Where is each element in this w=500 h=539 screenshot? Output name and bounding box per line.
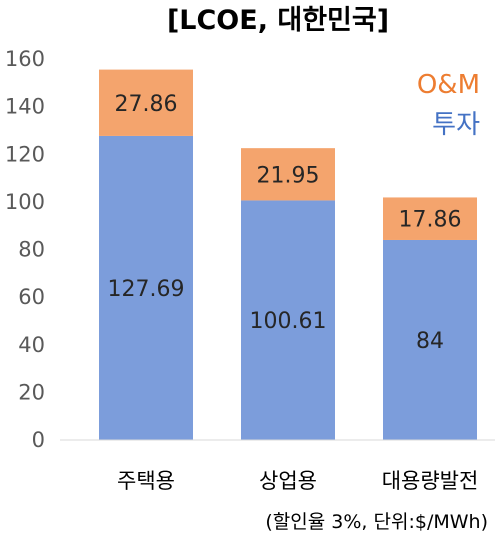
x-category-label: 상업용 <box>259 469 317 493</box>
data-label: 21.95 <box>257 163 320 188</box>
y-tick-label: 120 <box>5 142 45 166</box>
y-tick-label: 20 <box>18 380 45 404</box>
y-tick-label: 60 <box>18 285 45 309</box>
unit-note: (할인율 3%, 단위:$/MWh) <box>265 511 488 533</box>
chart-title: [LCOE, 대한민국] <box>167 5 389 36</box>
data-label: 127.69 <box>108 277 185 302</box>
value-labels: 127.69 27.86 100.61 21.95 84 17.86 <box>108 92 462 354</box>
bar-segment-om <box>99 69 193 136</box>
legend-investment: 투자 <box>432 110 480 140</box>
x-category-label: 대용량발전 <box>382 469 479 493</box>
bar-segment-om <box>383 197 477 240</box>
y-tick-label: 140 <box>5 95 45 119</box>
y-tick-label: 100 <box>5 190 45 214</box>
bar-segment-investment <box>383 239 477 440</box>
y-tick-label: 80 <box>18 238 45 262</box>
data-label: 17.86 <box>399 208 462 233</box>
y-tick-label: 0 <box>32 428 45 452</box>
x-category-label: 주택용 <box>117 469 175 493</box>
bar-segment-investment <box>241 200 335 440</box>
y-tick-label: 160 <box>5 47 45 71</box>
bars <box>60 69 495 441</box>
y-tick-label: 40 <box>18 333 45 357</box>
y-axis: 0 20 40 60 80 100 120 140 160 <box>5 47 45 452</box>
bar-segment-investment <box>99 135 193 441</box>
x-axis-categories: 주택용 상업용 대용량발전 <box>117 469 478 493</box>
legend-om: O&M <box>417 70 480 100</box>
data-label: 84 <box>416 329 444 354</box>
bar-segment-om <box>241 148 335 201</box>
data-label: 100.61 <box>250 309 327 334</box>
data-label: 27.86 <box>115 92 178 117</box>
